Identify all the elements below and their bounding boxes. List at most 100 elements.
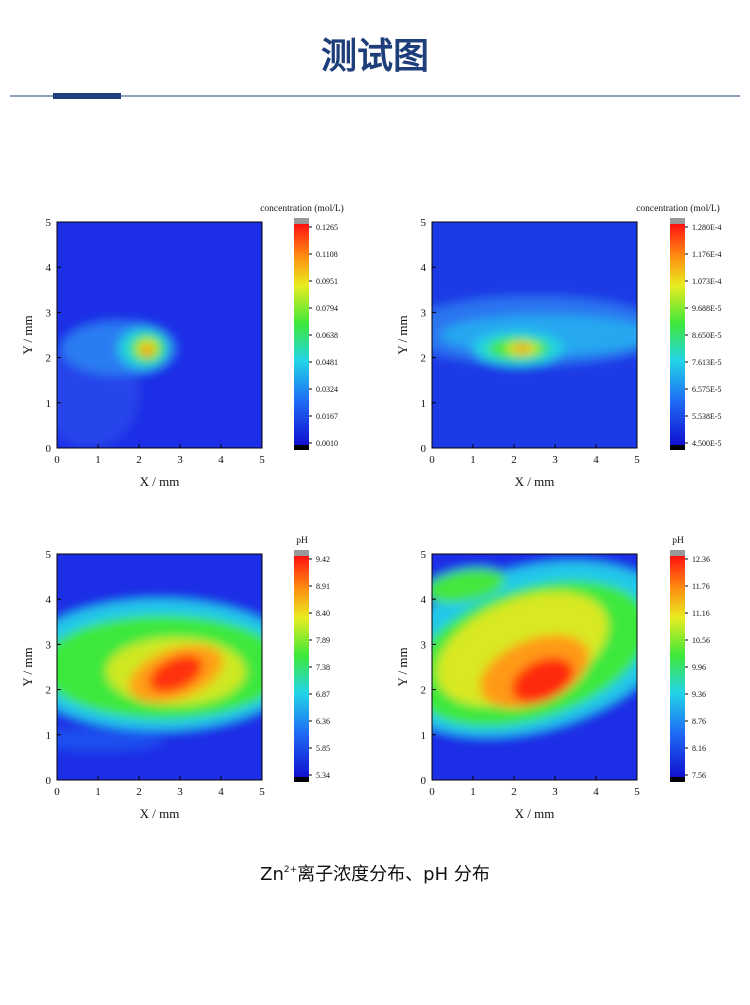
colorbar-tick-label: 8.91 [316, 582, 330, 591]
caption-superscript: 2+ [284, 865, 297, 875]
colorbar-tick-label: 6.36 [316, 717, 330, 726]
y-axis-label: Y / mm [20, 647, 35, 686]
colorbar-tick-label: 0.1108 [316, 250, 338, 259]
contour-region [142, 346, 153, 356]
colorbar-tick-label: 8.76 [692, 717, 706, 726]
contour-region [511, 657, 574, 704]
x-tick-label: 3 [177, 454, 183, 466]
contour-field [432, 222, 637, 448]
y-tick-label: 0 [46, 443, 52, 455]
colorbar-cap-bottom [670, 777, 685, 782]
y-tick-label: 4 [46, 594, 52, 606]
contour-blobs [57, 554, 262, 780]
y-tick-label: 0 [421, 443, 427, 455]
colorbar-tick-label: 0.0324 [316, 385, 338, 394]
contour-field [57, 554, 262, 780]
x-tick-label: 2 [511, 786, 517, 798]
x-tick-label: 0 [429, 786, 435, 798]
y-tick-label: 4 [421, 594, 427, 606]
y-tick-label: 2 [46, 685, 52, 697]
plot: 0 1 2 3 4 5 0 1 2 3 4 5 X / mm Y / mm concentration (m… [20, 203, 344, 489]
x-axis-label: X / mm [515, 806, 555, 821]
x-tick-label: 0 [54, 786, 60, 798]
y-axis-label: Y / mm [20, 315, 35, 354]
contour-field [57, 222, 262, 448]
colorbar-tick-label: 9.36 [692, 690, 706, 699]
x-tick-label: 0 [54, 454, 60, 466]
colorbar-tick-label: 1.073E-4 [692, 277, 722, 286]
contour-field [432, 554, 637, 780]
colorbar-cap-bottom [294, 445, 309, 450]
y-tick-label: 4 [421, 262, 427, 274]
contour-region [149, 655, 203, 693]
x-tick-label: 1 [470, 786, 476, 798]
y-tick-label: 0 [421, 775, 427, 787]
colorbar-cap-bottom [294, 777, 309, 782]
colorbar-title: pH [296, 536, 308, 546]
x-tick-label: 4 [593, 786, 599, 798]
colorbar-tick-label: 0.0951 [316, 277, 338, 286]
page-title: 测试图 [321, 36, 429, 77]
colorbar-title: concentration (mol/L) [636, 203, 720, 214]
colorbar-title: pH [672, 536, 684, 546]
colorbar-tick-label: 1.176E-4 [692, 250, 722, 259]
colorbar-tick-label: 0.0010 [316, 439, 338, 448]
colorbar-tick-label: 7.38 [316, 663, 330, 672]
plot-frame [56, 553, 263, 781]
x-tick-label: 3 [552, 454, 558, 466]
caption-text: 离子浓度分布、pH 分布 [297, 864, 490, 885]
colorbar [670, 224, 685, 445]
y-tick-label: 3 [46, 307, 52, 319]
colorbar-tick-label: 1.280E-4 [692, 223, 722, 232]
colorbar-tick-label: 5.538E-5 [692, 412, 722, 421]
plot-frame [56, 221, 263, 449]
contour-blobs [432, 222, 637, 448]
divider-accent [53, 93, 121, 99]
y-tick-label: 1 [421, 730, 427, 742]
y-tick-label: 3 [46, 639, 52, 651]
x-tick-label: 5 [259, 786, 265, 798]
plot-frame [431, 221, 638, 449]
x-tick-label: 4 [218, 786, 224, 798]
y-tick-label: 5 [421, 217, 427, 229]
colorbar-tick-label: 9.42 [316, 555, 330, 564]
y-tick-label: 4 [46, 262, 52, 274]
colorbar-tick-label: 6.575E-5 [692, 385, 722, 394]
x-tick-label: 2 [136, 454, 142, 466]
plot: 0 1 2 3 4 5 0 1 2 3 4 5 X / mm Y / mm pH 9.42 8.91 8.40 7.… [20, 536, 330, 821]
x-tick-label: 5 [634, 454, 640, 466]
contour-blobs [57, 222, 262, 448]
x-tick-label: 1 [470, 454, 476, 466]
colorbar [294, 224, 309, 445]
colorbar-tick-label: 7.89 [316, 636, 330, 645]
x-tick-label: 5 [259, 454, 265, 466]
y-tick-label: 0 [46, 775, 52, 787]
y-tick-label: 1 [46, 398, 52, 410]
colorbar-tick-label: 8.16 [692, 744, 706, 753]
colorbar-tick-label: 7.613E-5 [692, 358, 722, 367]
caption: Zn2+离子浓度分布、pH 分布 [260, 864, 490, 885]
colorbar-tick-label: 0.1265 [316, 223, 338, 232]
x-tick-label: 1 [95, 454, 101, 466]
x-axis-label: X / mm [515, 474, 555, 489]
y-tick-label: 2 [421, 685, 427, 697]
colorbar-tick-label: 0.0638 [316, 331, 338, 340]
colorbar-cap-top [294, 218, 309, 224]
colorbar-tick-label: 0.0167 [316, 412, 338, 421]
y-tick-label: 5 [46, 217, 52, 229]
caption-base: Zn [260, 864, 284, 885]
colorbar-tick-label: 0.0481 [316, 358, 338, 367]
colorbar [670, 556, 685, 777]
colorbar-cap-top [670, 550, 685, 556]
colorbar-tick-label: 11.16 [692, 609, 710, 618]
y-tick-label: 3 [421, 307, 427, 319]
x-tick-label: 2 [511, 454, 517, 466]
colorbar-tick-label: 5.85 [316, 744, 330, 753]
contour-region [57, 728, 164, 751]
colorbar-tick-label: 9.96 [692, 663, 706, 672]
contour-region [432, 568, 506, 603]
x-axis-label: X / mm [140, 474, 180, 489]
x-tick-label: 4 [593, 454, 599, 466]
colorbar-tick-label: 8.650E-5 [692, 331, 722, 340]
